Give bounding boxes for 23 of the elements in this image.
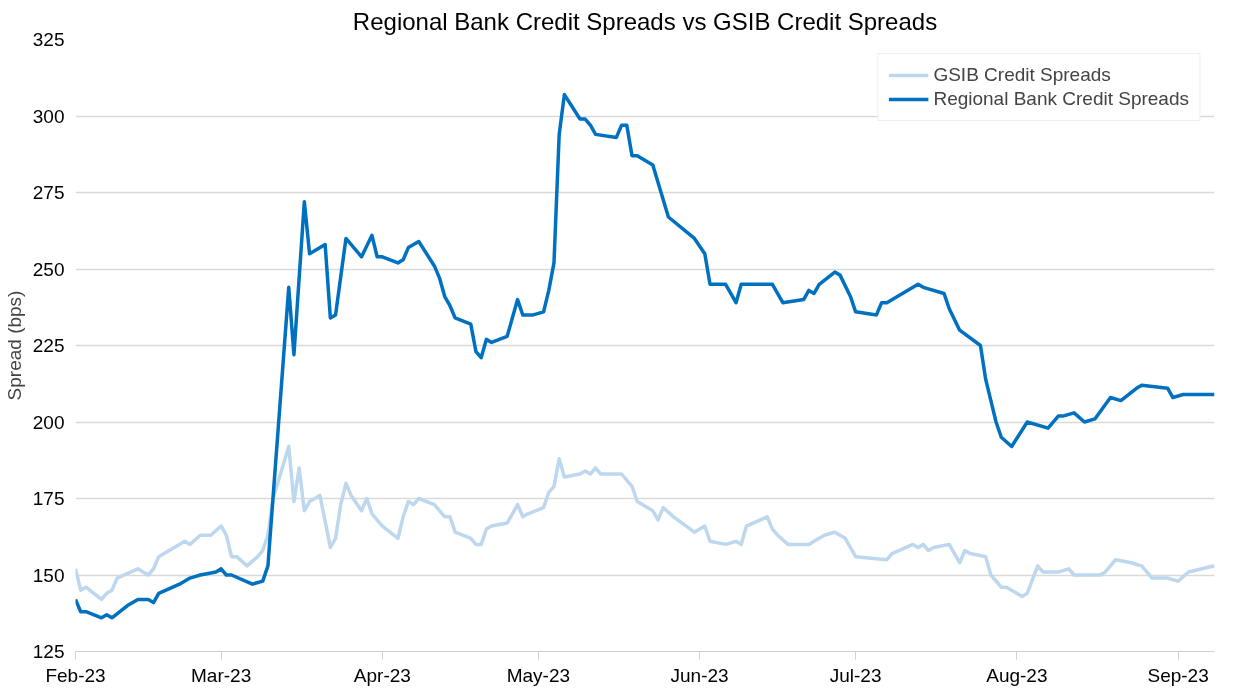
y-tick-label: 325	[32, 29, 65, 50]
legend-label: Regional Bank Credit Spreads	[933, 88, 1189, 110]
y-tick-label: 150	[32, 564, 65, 586]
x-tick-label: May-23	[506, 664, 571, 686]
line-series	[75, 92, 1215, 620]
y-tick-label: 225	[32, 335, 65, 356]
x-tick-label: Aug-23	[986, 664, 1048, 686]
line-series	[75, 444, 1215, 602]
y-axis-title: Spread (bps)	[3, 290, 25, 401]
legend-label: GSIB Credit Spreads	[933, 64, 1111, 86]
x-tick-label: Feb-23	[45, 664, 106, 686]
x-tick-label: Apr-23	[353, 664, 411, 686]
y-tick-label: 250	[32, 258, 65, 280]
x-tick-label: Mar-23	[191, 664, 252, 686]
x-tick-label: Jun-23	[670, 664, 729, 686]
x-tick-label: Sep-23	[1147, 664, 1209, 686]
y-tick-label: 275	[32, 182, 65, 203]
y-tick-label: 175	[32, 488, 65, 509]
y-tick-label: 200	[32, 411, 65, 433]
chart-title: Regional Bank Credit Spreads vs GSIB Credit Spreads	[352, 7, 938, 35]
y-tick-label: 300	[32, 105, 65, 127]
x-tick-label: Jul-23	[829, 664, 882, 686]
y-tick-label: 125	[32, 641, 65, 662]
